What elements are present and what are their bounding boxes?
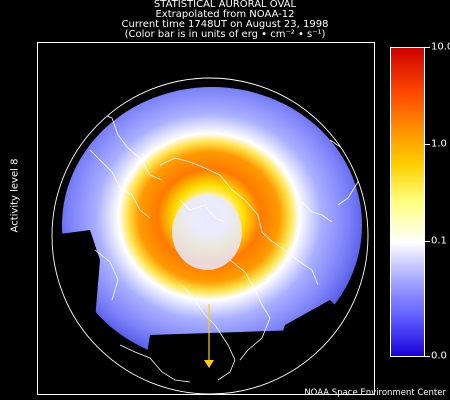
map-frame [37,42,375,395]
sun-direction-arrow [204,360,214,368]
colorbar-label-1: 1.0 [431,138,447,150]
colorbar-label-10: 10.0 [431,41,450,53]
title-line-1: STATISTICAL AURORAL OVAL [153,0,297,10]
globe-outline [51,77,369,395]
title-line-2: Extrapolated from NOAA-12 [155,9,295,20]
colorbar-tick-0.1 [425,241,430,242]
colorbar-tick-1 [425,144,430,145]
credit-text: NOAA Space Environment Center [304,388,446,398]
globe-disc [52,78,368,394]
colorbar-label-0: 0.0 [431,350,447,362]
polar-cap [172,194,242,270]
title-block: STATISTICAL AURORAL OVAL Extrapolated fr… [0,0,450,40]
color-bar [390,47,425,357]
colorbar-tick-10 [425,47,430,48]
data-gap-south [140,330,300,394]
title-line-3: Current time 1748UT on August 23, 1998 [121,19,329,30]
title-line-4: (Color bar is in units of erg • cm⁻² • s… [124,29,326,40]
colorbar-label-0.1: 0.1 [431,235,447,247]
colorbar-tick-0 [425,356,430,357]
